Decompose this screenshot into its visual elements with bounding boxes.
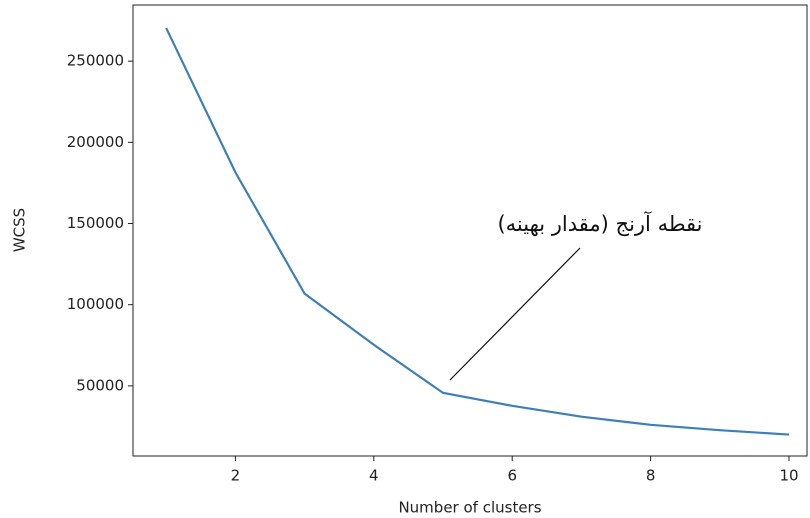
x-tick-label: 8 bbox=[646, 467, 656, 485]
y-tick-label: 50000 bbox=[76, 376, 124, 394]
y-tick-label: 100000 bbox=[67, 295, 124, 313]
x-tick-label: 4 bbox=[369, 467, 379, 485]
y-axis-label: WCSS bbox=[11, 208, 29, 252]
y-tick-label: 200000 bbox=[67, 133, 124, 151]
x-tick-label: 6 bbox=[507, 467, 517, 485]
y-tick-label: 150000 bbox=[67, 214, 124, 232]
y-tick-label: 250000 bbox=[67, 52, 124, 70]
x-tick-label: 10 bbox=[779, 467, 798, 485]
x-axis-label: Number of clusters bbox=[398, 499, 541, 517]
annotation-line bbox=[449, 247, 581, 381]
x-tick-label: 2 bbox=[231, 467, 241, 485]
plot-frame bbox=[132, 4, 808, 457]
annotation: نقطه آرنج (مقدار بهینه) bbox=[497, 211, 702, 236]
data-line bbox=[165, 27, 790, 436]
